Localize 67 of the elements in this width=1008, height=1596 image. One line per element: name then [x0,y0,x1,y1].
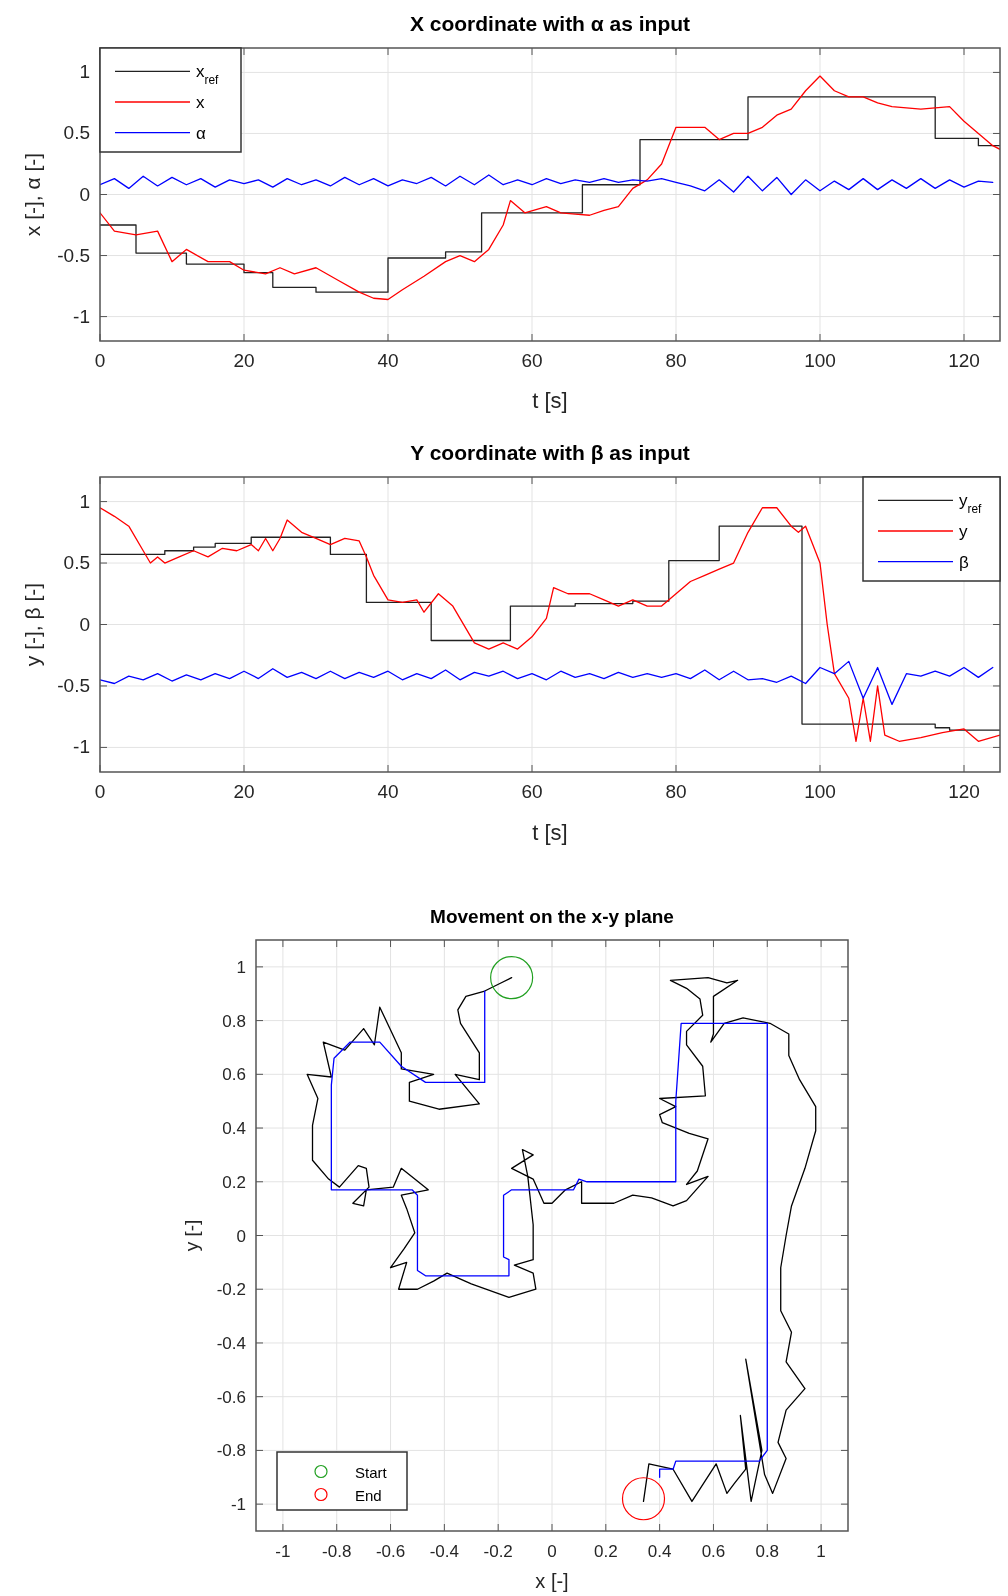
x-tick-label: 40 [377,781,399,802]
x-tick-label: 0.6 [701,1542,726,1561]
y-tick-label: -0.5 [57,674,90,696]
y-tick-label: -1 [230,1495,246,1515]
legend-label: y$_{ref}$ [959,491,983,517]
x-tick-label: -1 [275,1542,291,1561]
x-tick-label: 60 [521,350,543,371]
y-tick-label: 1 [79,61,90,83]
x-tick-label: -0.4 [429,1542,460,1561]
chart-title: Y coordinate with β as input [410,441,690,464]
y-tick-label: 0 [79,183,90,205]
y-tick-label: 0.8 [222,1011,246,1031]
line-series [100,660,994,706]
y-tick-label: 0.5 [63,122,90,144]
line-series [330,990,768,1478]
x-tick-label: -0.6 [375,1542,406,1561]
x-tick-label: 20 [233,350,255,371]
x-tick-label: 0 [547,1542,557,1561]
x-tick-label: 100 [804,781,836,802]
y-tick-label: 0 [79,613,90,635]
x-tick-label: 0.2 [594,1542,618,1561]
x-tick-label: 40 [377,350,399,371]
line-series [306,976,817,1503]
x-tick-label: 0 [94,781,106,802]
y-axis-title: y [-], β [-] [21,582,44,667]
x-tick-label: -0.2 [483,1542,513,1561]
y-tick-label: -0.5 [57,244,90,266]
chart-title: Movement on the x-y plane [430,906,674,927]
x-tick-label: 120 [948,350,980,371]
x-tick-label: 0.4 [647,1542,672,1561]
y-tick-label: 0.4 [222,1119,246,1139]
y-tick-label: -0.8 [216,1441,246,1461]
legend-label: End [355,1486,382,1504]
x-tick-label: 80 [665,781,687,802]
legend-label: x [196,93,205,112]
x-axis-title: x [-] [535,1570,569,1592]
x-tick-label: 1 [816,1542,826,1561]
legend-label: β [959,552,969,572]
y-tick-label: 0 [236,1226,246,1246]
y-axis-title: y [-] [181,1219,202,1252]
y-tick-label: 0.6 [222,1065,246,1085]
y-tick-label: 0.2 [222,1172,246,1192]
x-tick-label: 120 [948,781,980,802]
y-tick-label: -1 [73,736,90,758]
x-tick-label: -0.8 [322,1542,352,1561]
y-tick-label: -0.2 [216,1280,246,1300]
line-series [100,174,994,196]
legend-label: x$_{ref}$ [196,62,220,88]
legend-label: Start [355,1463,388,1481]
chart-title: X coordinate with α as input [409,12,691,35]
x-tick-label: 0 [94,350,106,371]
y-tick-label: -0.4 [216,1333,246,1353]
x-tick-label: 60 [521,781,543,802]
y-tick-label: 1 [79,490,90,512]
y-tick-label: -0.6 [216,1387,246,1407]
x-tick-label: 100 [804,350,836,371]
y-tick-label: -1 [73,305,90,327]
y-tick-label: 0.5 [63,552,90,574]
legend-label: y [959,522,968,541]
x-tick-label: 80 [665,350,687,371]
x-tick-label: 0.8 [755,1542,780,1561]
y-axis-title: x [-], α [-] [21,152,44,237]
x-axis-title: t [s] [532,820,568,845]
legend-label: α [196,123,206,143]
x-tick-label: 20 [233,781,255,802]
x-axis-title: t [s] [532,388,568,413]
y-tick-label: 1 [236,957,246,977]
